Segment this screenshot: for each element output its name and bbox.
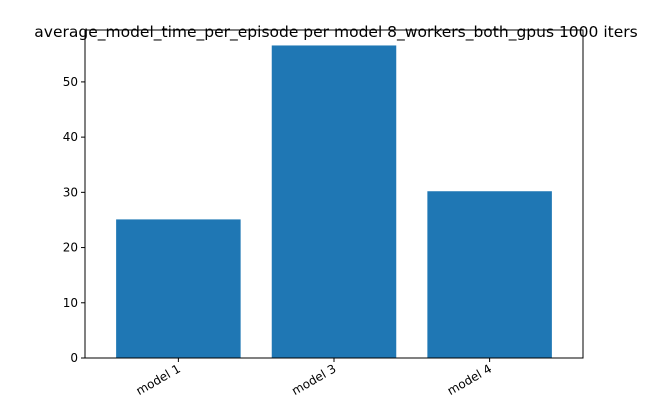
y-tick-label: 10 (63, 296, 78, 310)
y-tick-label: 40 (63, 130, 78, 144)
bar-model-4 (427, 191, 552, 358)
plot-frame (84, 29, 584, 359)
bar-model-3 (271, 45, 397, 359)
x-tick-label: model 1 (134, 361, 183, 398)
y-axis: 0 10 20 30 40 50 (63, 75, 85, 365)
x-tick-label: model 4 (445, 361, 494, 398)
y-tick-label: 20 (63, 241, 78, 255)
bar-model-1 (116, 219, 241, 358)
y-tick-label: 0 (70, 351, 78, 365)
bars-group (116, 45, 552, 359)
x-tick-label: model 3 (289, 361, 338, 398)
y-tick-label: 30 (63, 185, 78, 199)
y-tick-label: 50 (63, 75, 78, 89)
chart-title: average_model_time_per_episode per model… (34, 23, 637, 42)
x-axis: model 1 model 3 model 4 (134, 358, 494, 398)
